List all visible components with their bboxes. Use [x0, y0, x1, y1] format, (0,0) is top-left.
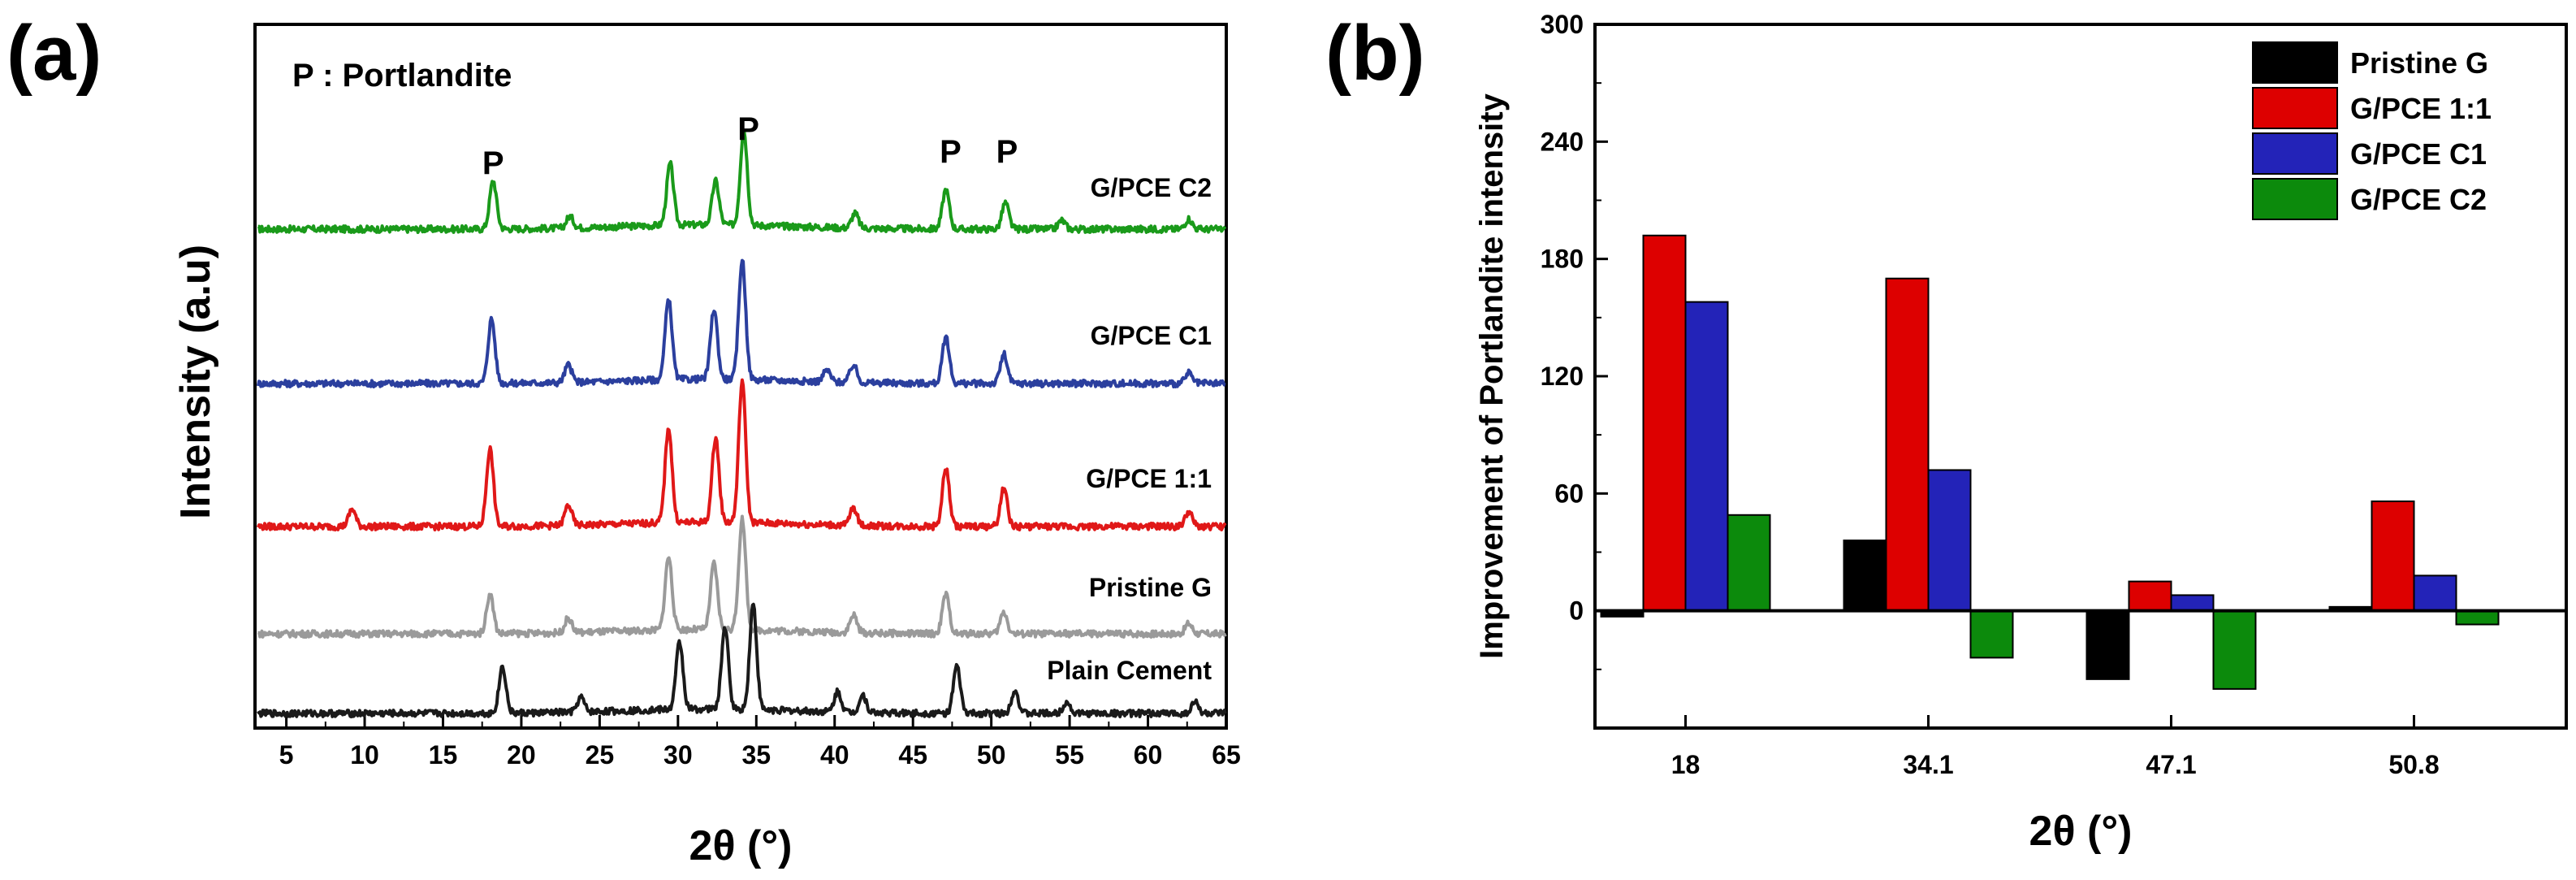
panel-b-y-tick-label: 120: [1541, 362, 1584, 391]
bar: [1684, 301, 1729, 612]
portlandite-annotation: P : Portlandite: [292, 58, 512, 93]
panel-a-x-tick-label: 25: [586, 740, 615, 769]
panel-b-legend: Pristine G G/PCE 1:1 G/PCE C1 G/PCE C2: [2252, 41, 2492, 220]
panel-a-x-tick-label: 30: [663, 740, 693, 769]
xrd-pattern-line: [257, 602, 1227, 718]
panel-a-x-tick-label: 20: [507, 740, 536, 769]
panel-b-label: (b): [1325, 10, 1425, 97]
legend-label: G/PCE 1:1: [2350, 92, 2492, 125]
panel-a-xrd-plot: 5 10 15 20 25 30 35 40 45 50 55 60 65 G/PCE C2G/PCE …: [172, 23, 1241, 869]
xrd-pattern-line: [257, 129, 1227, 234]
bar: [1927, 469, 1972, 612]
panel-b-y-tick-label: 300: [1541, 10, 1584, 39]
panel-b-y-tick-label: 240: [1541, 127, 1584, 156]
xrd-pattern-line: [257, 514, 1227, 639]
legend-swatch: [2252, 87, 2338, 129]
bar: [2371, 500, 2415, 612]
panel-a-plot-frame: [253, 23, 1228, 730]
portlandite-peak-marker: P: [737, 111, 759, 147]
panel-b-x-tick-label: 50.8: [2388, 750, 2439, 779]
panel-b-plot-frame: [1593, 23, 2568, 730]
panel-b-y-axis: 0 60 120 180 240 300: [1541, 10, 1608, 670]
xrd-pattern-label: G/PCE C2: [1091, 173, 1212, 202]
panel-a-x-axis-title: 2θ (°): [689, 822, 793, 869]
bar: [2170, 594, 2215, 612]
panel-a-label: (a): [6, 10, 102, 97]
bar: [1642, 234, 1687, 612]
panel-a-x-axis: 5 10 15 20 25 30 35 40 45 50 55 60 65: [279, 715, 1241, 769]
panel-b-x-axis-title: 2θ (°): [2029, 808, 2133, 855]
xrd-pattern-line: [257, 378, 1227, 531]
panel-a-x-tick-label: 65: [1212, 740, 1241, 769]
xrd-pattern-label: G/PCE 1:1: [1086, 464, 1212, 493]
panel-a-series-group: G/PCE C2 G/PCE C1 G/PCE 1:1 Pristine G Plain…: [256, 129, 1227, 718]
panel-a-x-tick-label: 10: [350, 740, 379, 769]
xrd-pattern-label: G/PCE C1: [1091, 321, 1212, 350]
panel-b-y-tick-label: 60: [1554, 479, 1584, 508]
legend-label: G/PCE C2: [2350, 183, 2487, 216]
panel-a-peak-markers: PPP P: [482, 111, 1018, 181]
bar: [2085, 609, 2130, 680]
panel-b-x-axis: 18 34.1 47.1 50.8: [1671, 715, 2440, 779]
legend-swatch: [2252, 41, 2338, 84]
panel-a-y-axis-title: Intensity (a.u): [172, 245, 219, 519]
panel-a-x-tick-label: 15: [429, 740, 458, 769]
panel-a-x-tick-label: 45: [898, 740, 927, 769]
bar: [1727, 514, 1771, 612]
legend-swatch: [2252, 178, 2338, 220]
panel-a-x-tick-label: 40: [820, 740, 849, 769]
bar: [2128, 580, 2172, 612]
bar: [1969, 609, 2014, 659]
panel-b-y-tick-label: 0: [1569, 596, 1584, 626]
panel-b-y-axis-title: Improvement of Portlandite intensity: [1474, 93, 1510, 658]
xrd-pattern-label: Pristine G: [1089, 573, 1212, 602]
xrd-pattern-line: [256, 258, 1226, 388]
bar: [2455, 609, 2500, 626]
xrd-pattern-label: Plain Cement: [1047, 656, 1212, 685]
panel-a-x-tick-label: 60: [1134, 740, 1163, 769]
panel-b-x-tick-label: 47.1: [2146, 750, 2196, 779]
panel-a-x-tick-label: 35: [741, 740, 771, 769]
panel-b-x-tick-label: 34.1: [1903, 750, 1953, 779]
bar: [1843, 540, 1887, 612]
portlandite-peak-marker: P: [482, 145, 504, 181]
legend-label: G/PCE C1: [2350, 137, 2487, 171]
bar: [2413, 574, 2457, 612]
panel-b-y-tick-label: 180: [1541, 245, 1584, 274]
panel-b-bar-chart: 0 60 120 180 240 300 18 34.1 47.1 50.8 Pristine …: [1474, 10, 2568, 855]
legend-swatch: [2252, 132, 2338, 175]
panel-b-x-tick-label: 18: [1671, 750, 1701, 779]
bar: [1885, 277, 1930, 612]
panel-a-x-tick-label: 5: [279, 740, 294, 769]
panel-b-bars: [1600, 234, 2500, 690]
panel-a-x-tick-label: 55: [1055, 740, 1084, 769]
portlandite-peak-marker: P: [940, 134, 962, 170]
panel-a-x-tick-label: 50: [977, 740, 1006, 769]
portlandite-peak-marker: P: [996, 134, 1018, 170]
legend-label: Pristine G: [2350, 46, 2488, 80]
bar: [2212, 609, 2257, 690]
